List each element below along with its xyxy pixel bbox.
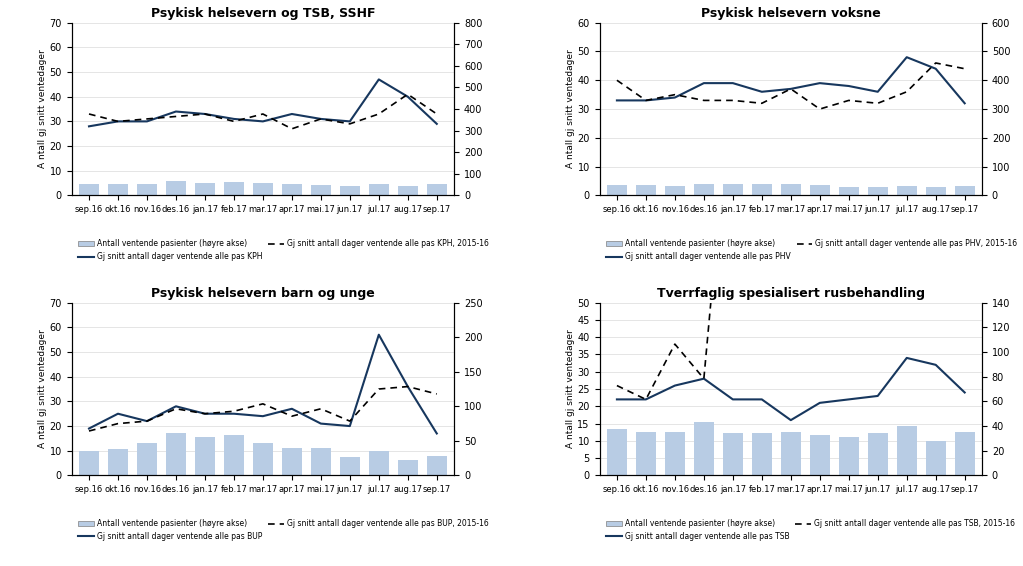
Bar [194, 437, 215, 475]
Legend: Antall ventende pasienter (høyre akse), Gj snitt antall dager ventende alle pas : Antall ventende pasienter (høyre akse), … [76, 236, 492, 264]
Bar [281, 448, 302, 475]
Bar [752, 434, 772, 475]
Bar [839, 437, 859, 475]
Bar [694, 422, 714, 475]
Bar [868, 434, 888, 475]
Bar [368, 184, 389, 195]
Bar [137, 184, 158, 195]
Bar [635, 185, 656, 195]
Y-axis label: A ntall gj snitt ventedager: A ntall gj snitt ventedager [566, 329, 575, 448]
Bar [166, 432, 186, 475]
Bar [311, 185, 331, 195]
Bar [340, 186, 360, 195]
Legend: Antall ventende pasienter (høyre akse), Gj snitt antall dager ventende alle pas : Antall ventende pasienter (høyre akse), … [604, 516, 1018, 544]
Bar [253, 183, 273, 195]
Bar [166, 182, 186, 195]
Bar [107, 449, 128, 475]
Title: Tverrfaglig spesialisert rusbehandling: Tverrfaglig spesialisert rusbehandling [657, 287, 925, 300]
Bar [79, 451, 99, 475]
Bar [809, 185, 830, 195]
Bar [954, 432, 975, 475]
Bar [781, 183, 801, 195]
Bar [954, 186, 975, 195]
Bar [398, 460, 418, 475]
Bar [79, 185, 99, 195]
Bar [752, 184, 772, 195]
Title: Psykisk helsevern barn og unge: Psykisk helsevern barn og unge [151, 287, 374, 300]
Bar [694, 183, 714, 195]
Legend: Antall ventende pasienter (høyre akse), Gj snitt antall dager ventende alle pas : Antall ventende pasienter (høyre akse), … [76, 516, 491, 544]
Bar [809, 435, 830, 475]
Y-axis label: A ntall gj snitt ventedager: A ntall gj snitt ventedager [38, 50, 47, 169]
Bar [722, 434, 743, 475]
Bar [896, 186, 917, 195]
Bar [427, 456, 447, 475]
Bar [427, 185, 447, 195]
Bar [224, 182, 244, 195]
Title: Psykisk helsevern voksne: Psykisk helsevern voksne [701, 7, 881, 20]
Y-axis label: A ntall gj snitt ventedager: A ntall gj snitt ventedager [38, 329, 47, 448]
Bar [635, 432, 656, 475]
Bar [194, 182, 215, 195]
Bar [398, 186, 418, 195]
Bar [340, 457, 360, 475]
Legend: Antall ventende pasienter (høyre akse), Gj snitt antall dager ventende alle pas : Antall ventende pasienter (høyre akse), … [604, 236, 1020, 264]
Bar [926, 187, 946, 195]
Bar [896, 426, 917, 475]
Bar [781, 432, 801, 475]
Bar [926, 441, 946, 475]
Bar [224, 435, 244, 475]
Bar [311, 448, 331, 475]
Bar [665, 432, 685, 475]
Bar [839, 187, 859, 195]
Bar [607, 428, 627, 475]
Bar [722, 184, 743, 195]
Bar [107, 184, 128, 195]
Bar [368, 451, 389, 475]
Title: Psykisk helsevern og TSB, SSHF: Psykisk helsevern og TSB, SSHF [150, 7, 375, 20]
Y-axis label: A ntall gj snitt ventedager: A ntall gj snitt ventedager [566, 50, 575, 169]
Bar [281, 184, 302, 195]
Bar [868, 187, 888, 195]
Bar [137, 443, 158, 475]
Bar [253, 443, 273, 475]
Bar [665, 186, 685, 195]
Bar [607, 186, 627, 195]
